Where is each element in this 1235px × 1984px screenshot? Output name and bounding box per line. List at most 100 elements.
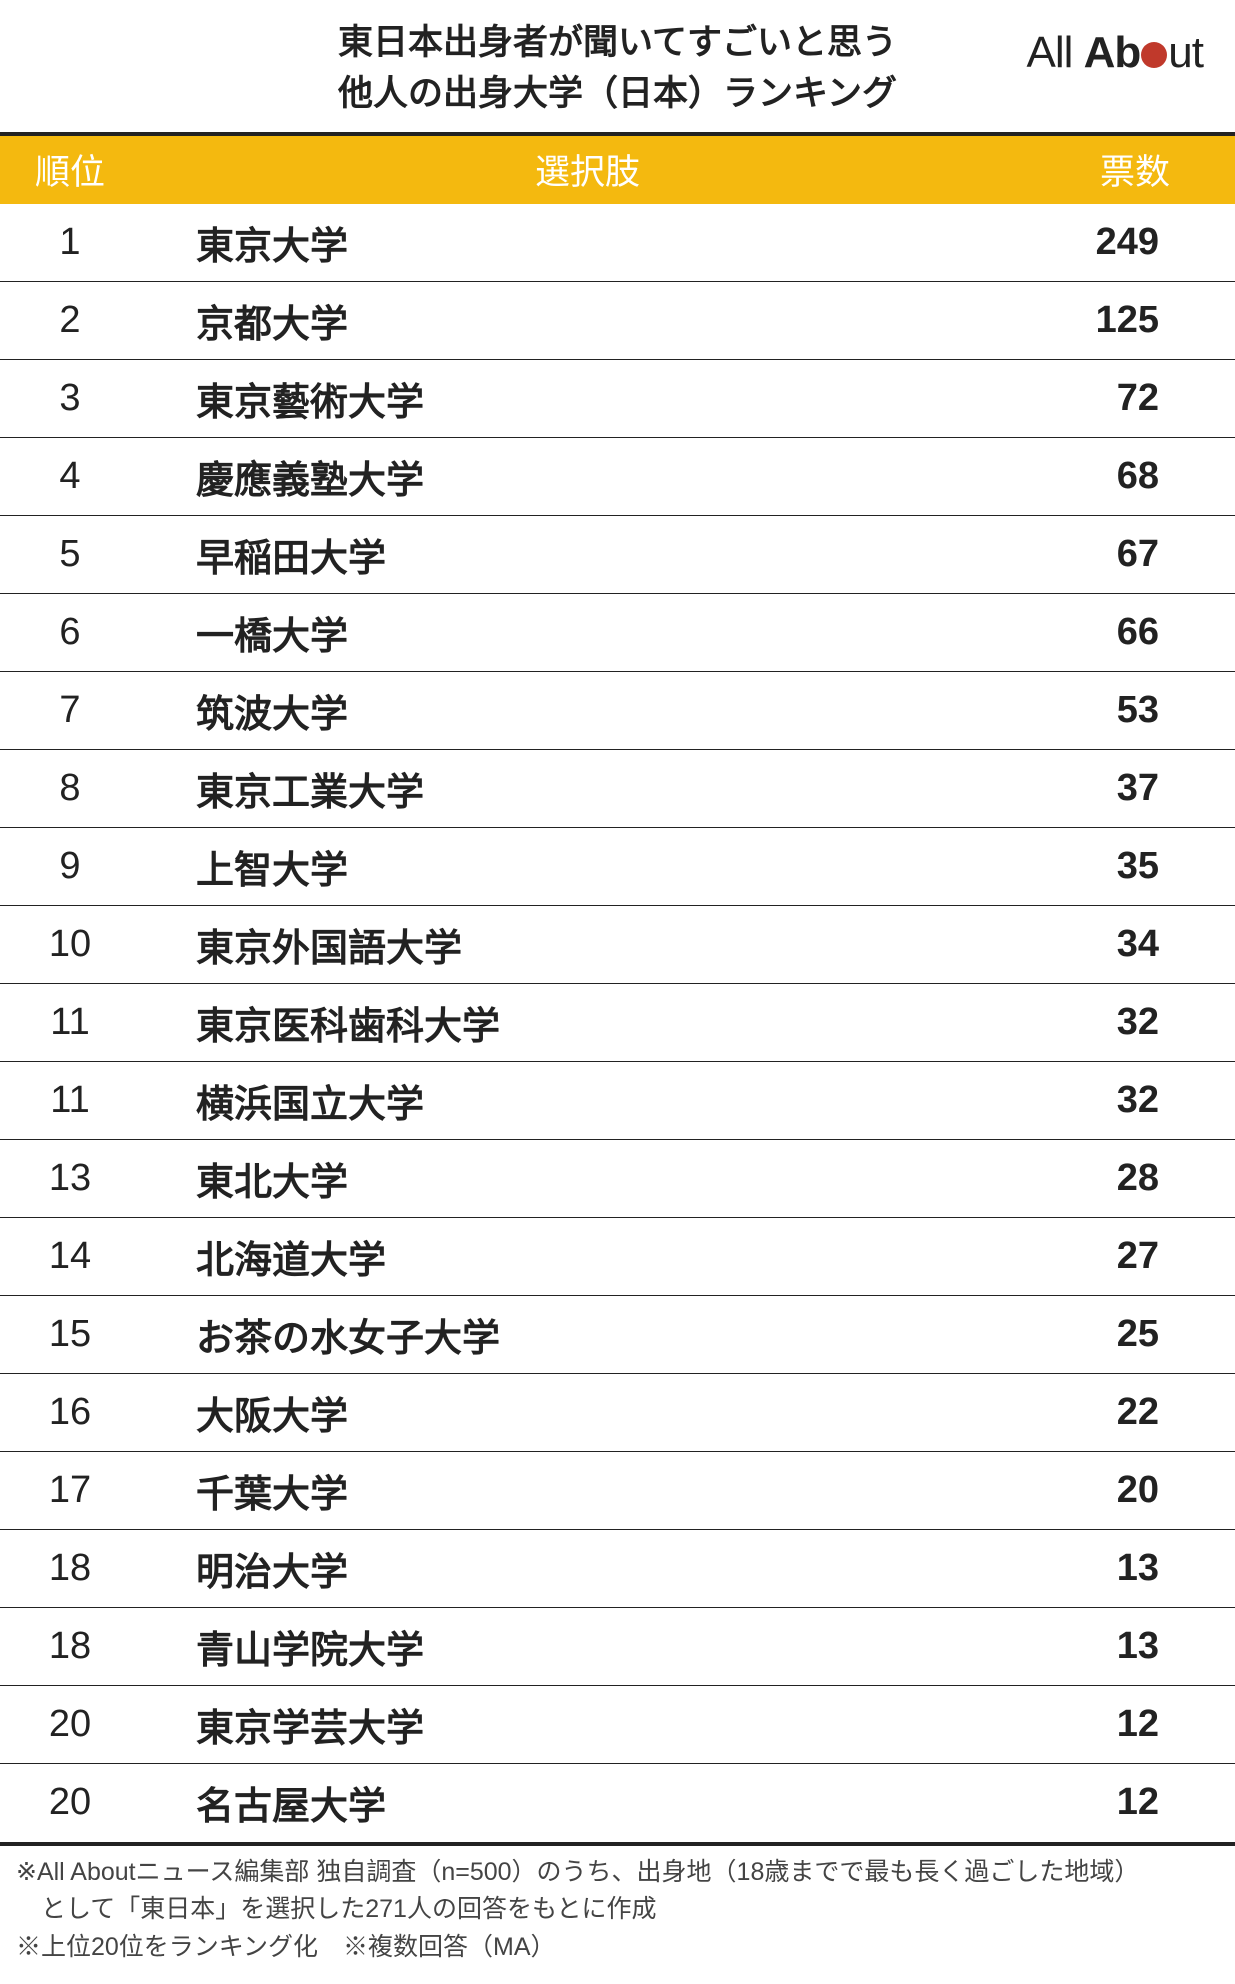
name-cell: 東北大学: [140, 1151, 1035, 1206]
name-cell: 東京外国語大学: [140, 917, 1035, 972]
logo-text-ab: Ab: [1084, 28, 1141, 77]
rank-cell: 10: [0, 923, 140, 966]
votes-cell: 67: [1035, 533, 1235, 576]
table-row: 11東京医科歯科大学32: [0, 984, 1235, 1062]
table-row: 6一橋大学66: [0, 594, 1235, 672]
name-cell: 東京医科歯科大学: [140, 995, 1035, 1050]
logo-text-ut: ut: [1168, 28, 1203, 77]
header-area: 東日本出身者が聞いてすごいと思う 他人の出身大学（日本）ランキング All Ab…: [0, 0, 1235, 136]
header-name: 選択肢: [140, 144, 1035, 195]
rank-cell: 17: [0, 1469, 140, 1512]
name-cell: 大阪大学: [140, 1385, 1035, 1440]
table-row: 9上智大学35: [0, 828, 1235, 906]
table-row: 16大阪大学22: [0, 1374, 1235, 1452]
votes-cell: 13: [1035, 1625, 1235, 1668]
rank-cell: 3: [0, 377, 140, 420]
name-cell: 北海道大学: [140, 1229, 1035, 1284]
rank-cell: 18: [0, 1547, 140, 1590]
table-header: 順位 選択肢 票数: [0, 136, 1235, 204]
header-votes: 票数: [1035, 144, 1235, 195]
votes-cell: 13: [1035, 1547, 1235, 1590]
name-cell: 一橋大学: [140, 605, 1035, 660]
votes-cell: 34: [1035, 923, 1235, 966]
table-row: 3東京藝術大学72: [0, 360, 1235, 438]
table-row: 7筑波大学53: [0, 672, 1235, 750]
name-cell: 東京藝術大学: [140, 371, 1035, 426]
votes-cell: 25: [1035, 1313, 1235, 1356]
name-cell: 慶應義塾大学: [140, 449, 1035, 504]
footer-line: ※All Aboutニュース編集部 独自調査（n=500）のうち、出身地（18歳…: [16, 1854, 1219, 1892]
rank-cell: 20: [0, 1781, 140, 1824]
name-cell: 名古屋大学: [140, 1775, 1035, 1830]
votes-cell: 37: [1035, 767, 1235, 810]
rank-cell: 9: [0, 845, 140, 888]
name-cell: 京都大学: [140, 293, 1035, 348]
footer-line: として「東日本」を選択した271人の回答をもとに作成: [16, 1891, 1219, 1929]
rank-cell: 11: [0, 1001, 140, 1044]
votes-cell: 12: [1035, 1781, 1235, 1824]
table-row: 11横浜国立大学32: [0, 1062, 1235, 1140]
name-cell: 早稲田大学: [140, 527, 1035, 582]
allabout-logo: All Abut: [1027, 28, 1203, 78]
votes-cell: 28: [1035, 1157, 1235, 1200]
table-row: 18青山学院大学13: [0, 1608, 1235, 1686]
table-row: 14北海道大学27: [0, 1218, 1235, 1296]
rank-cell: 11: [0, 1079, 140, 1122]
header-rank: 順位: [0, 144, 140, 195]
table-row: 20名古屋大学12: [0, 1764, 1235, 1842]
ranking-container: 東日本出身者が聞いてすごいと思う 他人の出身大学（日本）ランキング All Ab…: [0, 0, 1235, 1984]
votes-cell: 22: [1035, 1391, 1235, 1434]
votes-cell: 27: [1035, 1235, 1235, 1278]
votes-cell: 32: [1035, 1001, 1235, 1044]
votes-cell: 125: [1035, 299, 1235, 342]
table-row: 1東京大学249: [0, 204, 1235, 282]
votes-cell: 249: [1035, 221, 1235, 264]
rank-cell: 14: [0, 1235, 140, 1278]
rank-cell: 8: [0, 767, 140, 810]
votes-cell: 53: [1035, 689, 1235, 732]
name-cell: 青山学院大学: [140, 1619, 1035, 1674]
name-cell: 筑波大学: [140, 683, 1035, 738]
table-row: 17千葉大学20: [0, 1452, 1235, 1530]
table-row: 20東京学芸大学12: [0, 1686, 1235, 1764]
logo-dot-icon: [1141, 42, 1167, 68]
rank-cell: 2: [0, 299, 140, 342]
table-row: 8東京工業大学37: [0, 750, 1235, 828]
table-row: 5早稲田大学67: [0, 516, 1235, 594]
table-row: 18明治大学13: [0, 1530, 1235, 1608]
rank-cell: 13: [0, 1157, 140, 1200]
table-row: 4慶應義塾大学68: [0, 438, 1235, 516]
rows-container: 1東京大学2492京都大学1253東京藝術大学724慶應義塾大学685早稲田大学…: [0, 204, 1235, 1842]
votes-cell: 66: [1035, 611, 1235, 654]
votes-cell: 20: [1035, 1469, 1235, 1512]
footer-line: ※上位20位をランキング化 ※複数回答（MA）: [16, 1929, 1219, 1967]
rank-cell: 16: [0, 1391, 140, 1434]
votes-cell: 68: [1035, 455, 1235, 498]
title-line2: 他人の出身大学（日本）ランキング: [338, 74, 897, 113]
rank-cell: 15: [0, 1313, 140, 1356]
footer-notes: ※All Aboutニュース編集部 独自調査（n=500）のうち、出身地（18歳…: [0, 1842, 1235, 1984]
rank-cell: 6: [0, 611, 140, 654]
title-line1: 東日本出身者が聞いてすごいと思う: [338, 23, 897, 62]
table-row: 2京都大学125: [0, 282, 1235, 360]
name-cell: 明治大学: [140, 1541, 1035, 1596]
logo-text-all: All: [1027, 28, 1084, 77]
rank-cell: 20: [0, 1703, 140, 1746]
rank-cell: 5: [0, 533, 140, 576]
votes-cell: 35: [1035, 845, 1235, 888]
votes-cell: 12: [1035, 1703, 1235, 1746]
name-cell: 千葉大学: [140, 1463, 1035, 1518]
name-cell: 上智大学: [140, 839, 1035, 894]
name-cell: 東京工業大学: [140, 761, 1035, 816]
name-cell: 横浜国立大学: [140, 1073, 1035, 1128]
rank-cell: 1: [0, 221, 140, 264]
votes-cell: 32: [1035, 1079, 1235, 1122]
name-cell: 東京学芸大学: [140, 1697, 1035, 1752]
name-cell: お茶の水女子大学: [140, 1307, 1035, 1362]
name-cell: 東京大学: [140, 215, 1035, 270]
rank-cell: 18: [0, 1625, 140, 1668]
table-row: 15お茶の水女子大学25: [0, 1296, 1235, 1374]
rank-cell: 7: [0, 689, 140, 732]
table-row: 10東京外国語大学34: [0, 906, 1235, 984]
table-row: 13東北大学28: [0, 1140, 1235, 1218]
